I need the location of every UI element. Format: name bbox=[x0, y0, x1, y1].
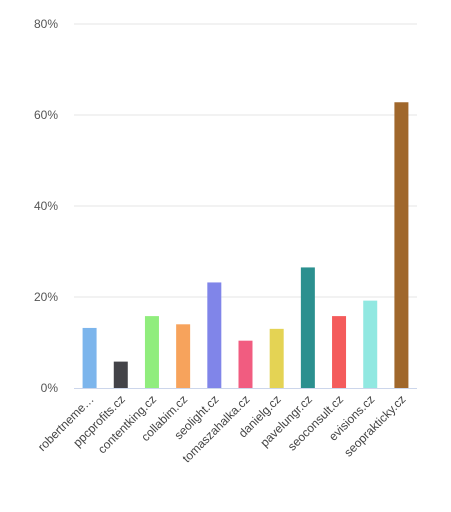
bar[interactable] bbox=[82, 327, 97, 388]
y-tick-label: 60% bbox=[34, 108, 58, 122]
y-tick-label: 80% bbox=[34, 17, 58, 31]
bar[interactable] bbox=[176, 324, 191, 388]
bar[interactable] bbox=[363, 300, 378, 388]
x-axis-labels: robertneme…ppcprofits.czcontentking.czco… bbox=[35, 392, 409, 465]
bars bbox=[82, 102, 409, 388]
bar[interactable] bbox=[394, 102, 409, 388]
bar[interactable] bbox=[113, 361, 128, 388]
bar[interactable] bbox=[144, 316, 159, 388]
y-axis-ticks: 0% 20% 40% 60% 80% bbox=[34, 17, 58, 395]
grid-lines bbox=[74, 23, 417, 298]
y-tick-label: 0% bbox=[41, 381, 59, 395]
bar[interactable] bbox=[238, 340, 253, 388]
bar[interactable] bbox=[207, 282, 222, 388]
bar[interactable] bbox=[269, 328, 284, 388]
bar[interactable] bbox=[332, 316, 347, 388]
y-tick-label: 20% bbox=[34, 290, 58, 304]
bar[interactable] bbox=[300, 267, 315, 388]
y-tick-label: 40% bbox=[34, 199, 58, 213]
